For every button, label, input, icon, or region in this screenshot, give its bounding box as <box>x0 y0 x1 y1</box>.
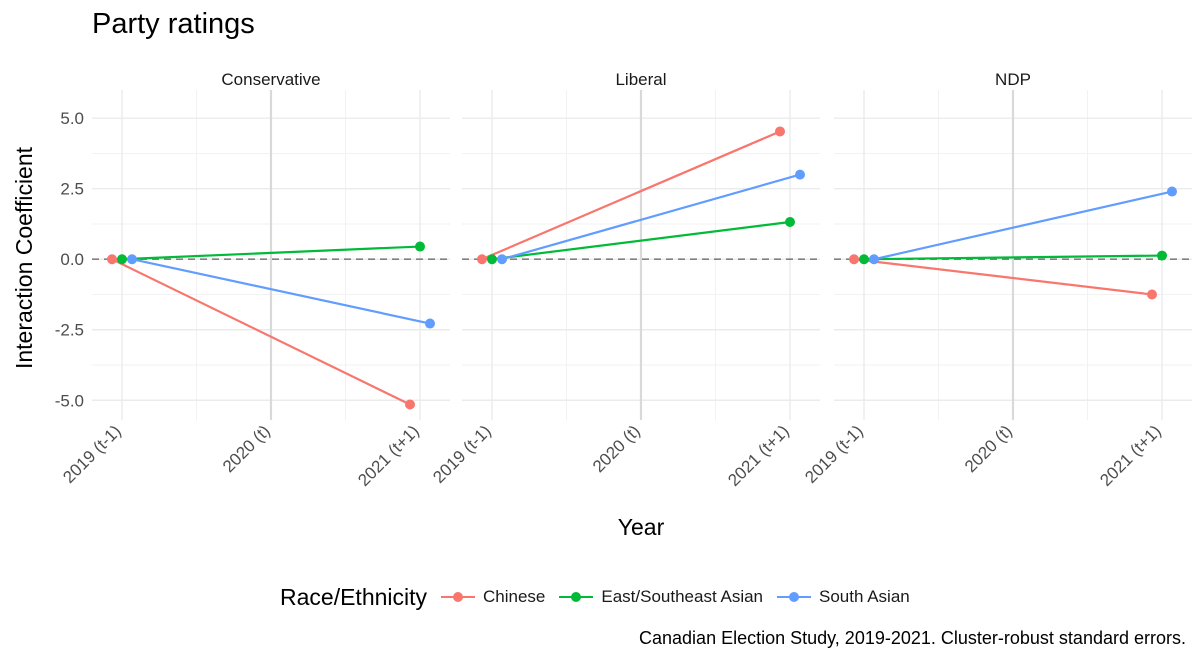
x-tick-label: 2020 (t) <box>589 421 644 476</box>
data-point-south-asian <box>795 169 805 180</box>
data-point-south-asian <box>1167 186 1177 197</box>
x-tick-label: 2020 (t) <box>219 421 274 476</box>
series-line-south-asian <box>501 173 801 261</box>
legend-key-east-southeast-asian <box>559 590 594 604</box>
panel-label-ndp: NDP <box>995 70 1031 89</box>
legend-item-south-asian: South Asian <box>777 587 910 607</box>
y-tick-label: 2.5 <box>60 180 84 199</box>
series-line-south-asian <box>873 190 1173 261</box>
data-point-south-asian <box>497 254 507 265</box>
x-tick-label: 2021 (t+1) <box>724 421 793 490</box>
legend-title: Race/Ethnicity <box>280 583 428 610</box>
x-tick-label: 2021 (t+1) <box>354 421 423 490</box>
chart-caption: Canadian Election Study, 2019-2021. Clus… <box>639 628 1186 648</box>
series-line-east-southeast-asian <box>863 254 1163 261</box>
panel-label-conservative: Conservative <box>221 70 320 89</box>
legend-label-chinese: Chinese <box>483 587 546 606</box>
legend-item-east-southeast-asian: East/Southeast Asian <box>559 587 763 607</box>
legend: Race/Ethnicity Chinese East/Southeast As… <box>280 582 924 612</box>
x-tick-label: 2021 (t+1) <box>1096 421 1165 490</box>
chart-title: Party ratings <box>92 8 255 40</box>
data-point-chinese <box>405 399 415 410</box>
data-point-east-southeast-asian <box>415 241 425 252</box>
data-point-east-southeast-asian <box>785 217 795 227</box>
x-tick-label: 2019 (t-1) <box>429 421 495 487</box>
series-line-east-southeast-asian <box>121 245 421 261</box>
series-line-chinese <box>481 130 781 261</box>
panel-label-liberal: Liberal <box>615 70 666 89</box>
legend-label-south-asian: South Asian <box>819 587 910 606</box>
data-point-south-asian <box>869 254 879 265</box>
series-line-south-asian <box>131 258 431 325</box>
data-point-south-asian <box>127 254 137 265</box>
data-point-chinese <box>477 254 487 265</box>
y-tick-label: -5.0 <box>55 391 84 410</box>
data-point-chinese <box>849 254 859 265</box>
series-line-chinese <box>853 258 1153 296</box>
data-point-chinese <box>1147 289 1157 300</box>
legend-key-chinese <box>441 590 476 604</box>
data-point-chinese <box>775 126 785 137</box>
data-point-south-asian <box>425 318 435 329</box>
x-tick-label: 2020 (t) <box>961 421 1016 476</box>
y-tick-label: 5.0 <box>60 109 84 128</box>
y-axis-title: Interaction Coefficient <box>11 146 37 369</box>
x-tick-label: 2019 (t-1) <box>59 421 125 487</box>
legend-label-east-southeast-asian: East/Southeast Asian <box>601 587 763 606</box>
legend-key-south-asian <box>777 590 811 604</box>
data-point-chinese <box>107 254 117 265</box>
y-tick-label: 0.0 <box>60 250 84 269</box>
x-axis-title: Year <box>618 514 665 540</box>
series-line-east-southeast-asian <box>491 220 791 261</box>
data-point-east-southeast-asian <box>117 254 127 265</box>
data-point-east-southeast-asian <box>487 254 497 265</box>
data-point-east-southeast-asian <box>1157 250 1167 261</box>
y-tick-label: -2.5 <box>55 321 84 340</box>
data-point-east-southeast-asian <box>859 254 869 265</box>
x-tick-label: 2019 (t-1) <box>801 421 867 487</box>
series-line-chinese <box>111 258 411 406</box>
legend-item-chinese: Chinese <box>441 587 545 607</box>
